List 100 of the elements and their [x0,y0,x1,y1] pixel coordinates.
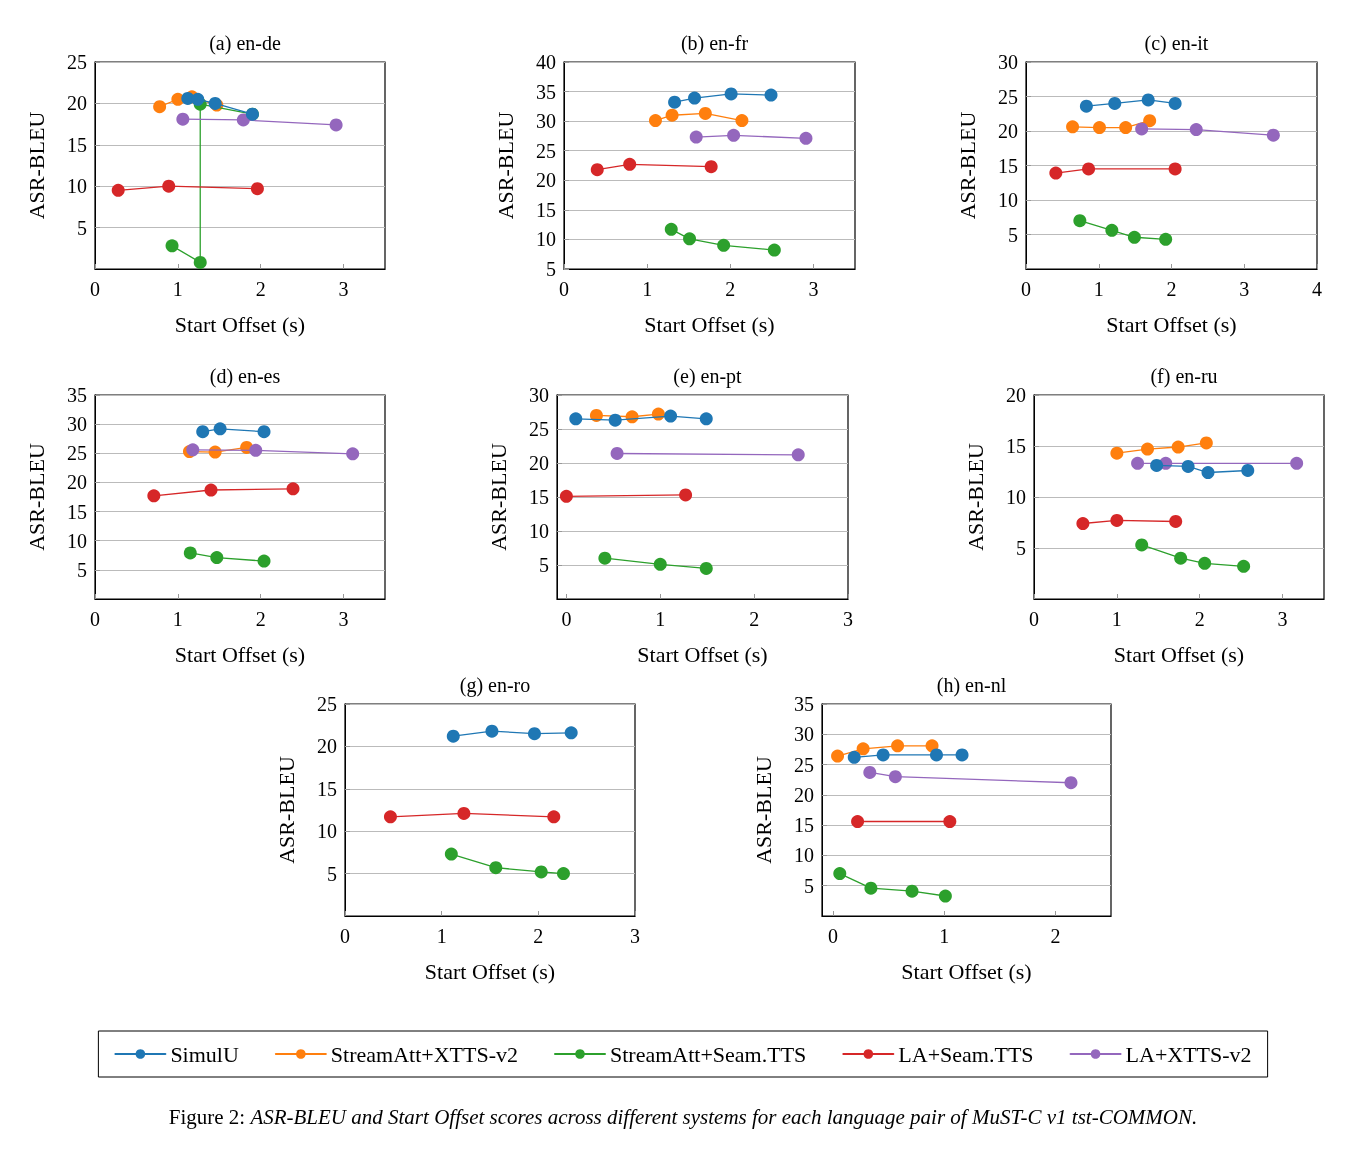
x-tick-label: 2 [1166,278,1177,300]
point [876,748,890,762]
x-tick-label: 1 [436,925,447,947]
x-tick-label: 0 [561,608,572,630]
point [764,88,778,102]
point [943,815,957,828]
point [1159,232,1173,246]
point [590,163,604,177]
point [1174,551,1188,565]
x-axis-title: Start Offset (s) [644,311,775,337]
y-tick-label: 5 [77,216,87,239]
y-axis-title: ASR-BLEU [954,111,980,220]
y-tick-label: 20 [67,471,87,494]
point [1168,96,1182,110]
point [457,806,471,820]
y-tick-label: 20 [794,783,814,806]
point [564,726,578,740]
y-tick-label: 15 [998,154,1018,177]
point [610,446,624,460]
chart-title: (f) en-ru [1150,365,1218,388]
point [527,727,541,741]
y-tick-label: 10 [794,844,814,867]
point [905,884,919,898]
point [1135,538,1149,552]
y-tick-label: 10 [1006,486,1026,508]
point [1141,93,1155,107]
x-tick-label: 0 [340,925,350,947]
point [689,130,703,144]
y-tick-label: 20 [536,169,556,192]
x-tick-label: 1 [172,278,183,300]
point [1290,456,1304,470]
y-axis-title: ASR-BLEU [23,443,49,551]
y-tick-label: 10 [317,820,337,843]
x-tick-label: 0 [1021,278,1031,300]
point [569,412,583,426]
y-tick-label: 25 [998,85,1018,108]
point [1141,442,1155,456]
point [623,157,637,171]
point [888,770,902,784]
point [1198,556,1212,570]
legend-label: LA+Seam.TTS [898,1041,1034,1067]
y-tick-label: 15 [529,486,549,508]
x-tick-label: 3 [1239,278,1250,300]
point [1201,466,1215,480]
y-axis-title: ASR-BLEU [750,756,776,864]
x-tick-label: 1 [172,608,183,630]
y-tick-label: 15 [67,133,87,156]
legend-label: StreamAtt+Seam.TTS [610,1041,807,1067]
x-tick-label: 3 [630,925,640,947]
point [864,881,878,895]
point [831,749,845,763]
x-tick-label: 3 [338,608,349,630]
x-tick-label: 3 [843,608,853,630]
point [165,239,179,253]
y-tick-label: 15 [317,777,337,800]
legend-label: StreamAtt+XTTS-v2 [330,1041,519,1067]
chart-title: (g) en-ro [459,674,531,697]
point [1076,517,1090,531]
y-tick-label: 25 [529,418,549,440]
point [547,810,561,824]
point [1199,436,1213,450]
point [162,179,176,193]
x-axis-title: Start Offset (s) [424,958,556,984]
x-tick-label: 0 [1029,608,1039,630]
y-tick-label: 5 [546,258,556,280]
y-tick-label: 30 [998,51,1018,73]
point [1131,456,1145,470]
point [186,443,200,457]
x-tick-label: 0 [828,925,839,947]
x-tick-label: 1 [655,608,666,630]
point [799,131,813,145]
x-tick-label: 4 [1312,278,1322,300]
y-tick-label: 20 [317,735,337,758]
x-tick-label: 2 [1194,608,1205,630]
x-tick-label: 1 [1093,278,1104,300]
y-tick-label: 15 [1006,435,1026,457]
point [1049,166,1063,180]
point [698,106,712,120]
point [1110,446,1124,460]
point [1079,99,1093,113]
point [699,561,713,575]
y-tick-label: 20 [998,120,1018,142]
y-tick-label: 20 [529,452,549,474]
y-tick-label: 35 [67,384,87,406]
point [767,243,781,257]
x-tick-label: 2 [255,608,266,630]
point [1181,459,1195,473]
point [346,447,360,461]
point [665,108,679,122]
x-tick-label: 0 [559,278,569,300]
caption: Figure 2: ASR-BLEU and Start Offset scores across different systems for each language pair of MuST-C v1 tst-COMMON. [168,1104,1198,1129]
point [1119,121,1133,135]
y-tick-label: 40 [536,51,556,73]
chart-title: (c) en-it [1144,32,1209,55]
point [1171,440,1185,454]
point [1150,458,1164,472]
point [446,729,460,743]
y-axis-title: ASR-BLEU [962,443,988,551]
point [833,867,847,881]
x-tick-label: 2 [725,278,736,300]
